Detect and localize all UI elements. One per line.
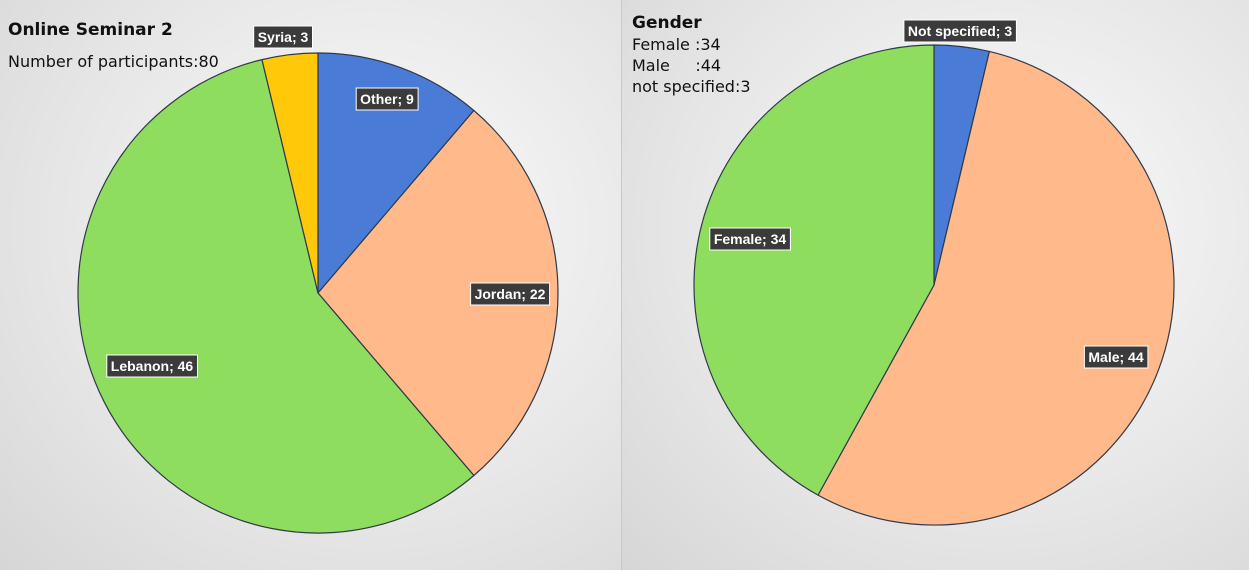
pie-slice-other	[317, 52, 475, 294]
data-label-other: Other; 9	[355, 87, 419, 111]
data-label-text: Jordan; 22	[475, 286, 546, 302]
data-label-not-specified: Not specified; 3	[903, 19, 1017, 43]
data-label-text: Lebanon; 46	[111, 358, 194, 374]
data-label-box	[355, 87, 419, 111]
participants-count: Number of participants:80	[8, 52, 219, 71]
pie-chart-country: Other; 9 Jordan; 22 Lebanon; 46 Syria; 3	[77, 25, 559, 534]
gender-female-line: Female :34	[632, 35, 721, 54]
data-label-female: Female; 34	[709, 227, 791, 251]
data-label-box	[709, 227, 791, 251]
data-label-box	[106, 354, 198, 378]
gender-unspecified-line: not specified:3	[632, 77, 751, 96]
chart-panel-country: Online Seminar 2 Number of participants:…	[0, 0, 621, 570]
data-label-text: Male; 44	[1088, 349, 1143, 365]
panel-divider	[621, 0, 622, 570]
pie-slice-male	[817, 50, 1175, 526]
data-label-syria: Syria; 3	[253, 25, 313, 49]
data-label-male: Male; 44	[1083, 345, 1149, 369]
data-label-text: Other; 9	[360, 91, 414, 107]
chart-title: Gender	[632, 13, 702, 33]
chart-title: Online Seminar 2	[8, 20, 173, 40]
data-label-text: Syria; 3	[258, 29, 309, 45]
data-label-text: Female; 34	[714, 231, 787, 247]
data-label-lebanon: Lebanon; 46	[106, 354, 198, 378]
pie-slice-lebanon	[77, 59, 475, 534]
data-label-text: Not specified; 3	[908, 23, 1012, 39]
pie-slice-syria	[261, 52, 319, 294]
data-label-jordan: Jordan; 22	[470, 282, 551, 306]
chart-panel-gender: Gender Female :34 Male :44 not specified…	[622, 0, 1249, 570]
data-label-box	[903, 19, 1017, 43]
data-label-box	[1083, 345, 1149, 369]
pie-slice-jordan	[317, 109, 559, 477]
pie-slice-female	[693, 44, 935, 496]
data-label-box	[253, 25, 313, 49]
data-label-box	[470, 282, 551, 306]
pie-chart-gender: Not specified; 3 Male; 44 Female; 34	[693, 19, 1175, 526]
gender-male-line: Male :44	[632, 56, 722, 75]
